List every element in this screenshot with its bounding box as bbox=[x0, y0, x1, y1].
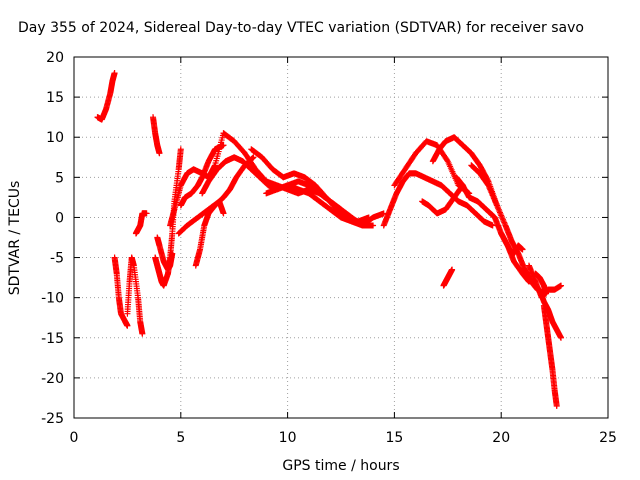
data-point bbox=[489, 222, 496, 229]
data-point bbox=[177, 146, 184, 153]
series-track-g bbox=[154, 234, 176, 273]
data-points bbox=[94, 70, 565, 409]
data-point bbox=[220, 142, 227, 149]
data-point bbox=[220, 210, 227, 217]
data-point bbox=[124, 322, 131, 329]
x-tick-label: 10 bbox=[279, 430, 297, 446]
data-point bbox=[519, 246, 526, 253]
axis-ticks bbox=[73, 56, 609, 419]
series-track-p bbox=[380, 170, 496, 229]
grid-lines bbox=[74, 57, 608, 418]
data-point bbox=[543, 290, 550, 297]
series-track-d bbox=[132, 210, 150, 237]
x-tick-label: 20 bbox=[492, 430, 510, 446]
y-tick-label: -5 bbox=[50, 251, 64, 267]
data-point bbox=[156, 150, 163, 157]
y-tick-label: -25 bbox=[41, 411, 64, 427]
data-point bbox=[139, 330, 146, 337]
series-track-t bbox=[440, 266, 456, 289]
y-axis-label: SDTVAR / TECUs bbox=[7, 181, 23, 296]
data-point bbox=[449, 266, 456, 273]
chart-title: Day 355 of 2024, Sidereal Day-to-day VTE… bbox=[18, 20, 584, 36]
x-tick-label: 5 bbox=[176, 430, 185, 446]
series-track-e bbox=[150, 114, 163, 157]
series-track-w bbox=[498, 230, 526, 257]
data-point bbox=[558, 282, 565, 289]
data-point bbox=[250, 154, 257, 161]
x-axis-label: GPS time / hours bbox=[282, 458, 399, 474]
series-track-i bbox=[177, 142, 227, 209]
series-track-s bbox=[429, 134, 500, 209]
plot-frame bbox=[73, 56, 609, 419]
series-track-k bbox=[175, 198, 227, 237]
series-track-aa bbox=[540, 302, 560, 409]
y-tick-label: 10 bbox=[46, 130, 64, 146]
y-tick-label: -20 bbox=[41, 371, 64, 387]
data-point bbox=[143, 210, 150, 217]
series-track-b bbox=[111, 254, 131, 329]
data-point bbox=[111, 70, 118, 77]
data-point bbox=[169, 250, 176, 257]
tick-labels: 0 5 10 15 20 25 -25 -20 -15 -10 -5 0 5 10 15 20 bbox=[41, 50, 617, 446]
data-point bbox=[553, 402, 560, 409]
x-tick-label: 25 bbox=[599, 430, 617, 446]
series-track-o bbox=[263, 182, 387, 229]
data-point bbox=[558, 334, 565, 341]
y-tick-label: 0 bbox=[55, 210, 64, 226]
y-tick-label: -15 bbox=[41, 331, 64, 347]
series-track-n bbox=[248, 146, 372, 225]
x-tick-label: 15 bbox=[385, 430, 403, 446]
x-tick-label: 0 bbox=[70, 430, 79, 446]
series-track-c bbox=[124, 254, 146, 337]
series-track-a bbox=[94, 70, 118, 123]
y-tick-label: -10 bbox=[41, 291, 64, 307]
y-tick-label: 15 bbox=[46, 90, 64, 106]
y-tick-label: 5 bbox=[55, 170, 64, 186]
series-track-y bbox=[536, 286, 565, 341]
series-track-z bbox=[532, 270, 550, 297]
data-point bbox=[370, 222, 377, 229]
y-tick-label: 20 bbox=[46, 50, 64, 66]
